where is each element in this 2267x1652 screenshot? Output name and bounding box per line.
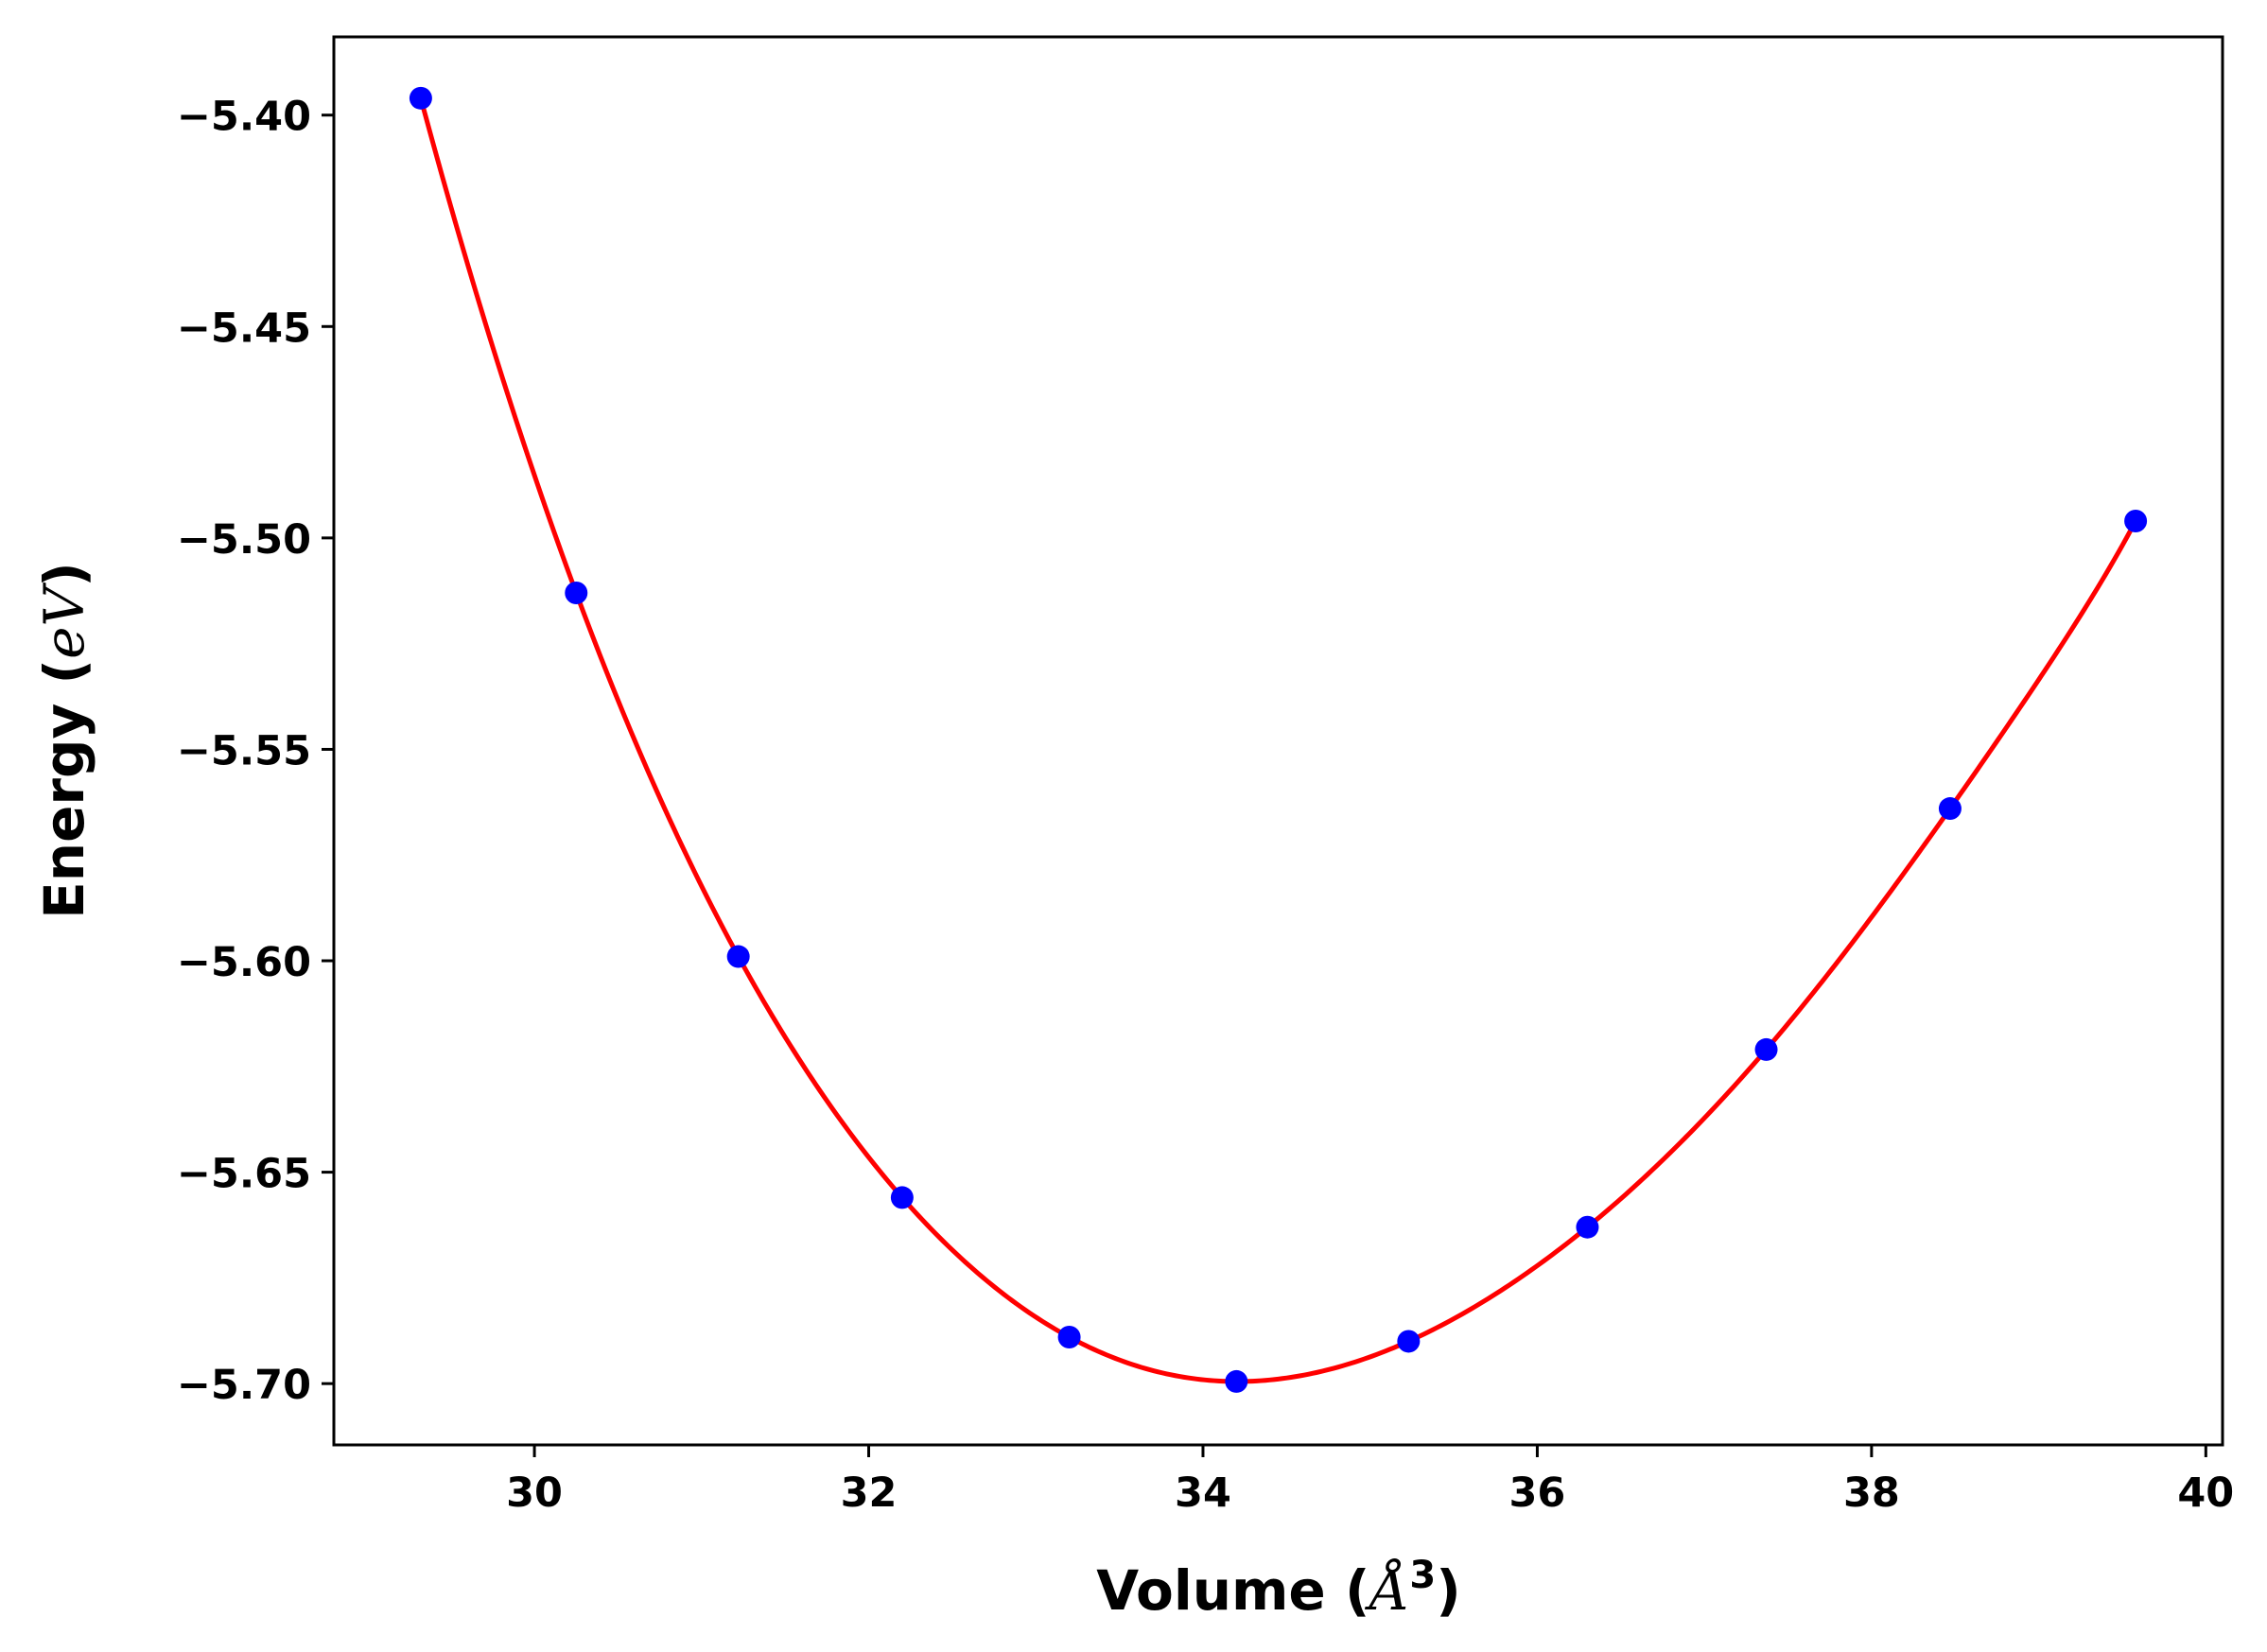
fit-curve-line (418, 97, 2138, 1384)
plot-frame (332, 35, 2224, 1447)
y-tick-label: −5.60 (177, 939, 311, 986)
x-tick-label: 34 (1175, 1469, 1231, 1517)
x-axis-title: Volume (Å3) (1096, 1554, 1460, 1623)
data-point (890, 1186, 914, 1209)
y-axis: −5.40 −5.45 −5.50 −5.55 −5.60 −5.65 −5.70 (177, 94, 334, 1409)
data-point (726, 945, 750, 968)
data-point (1397, 1330, 1421, 1353)
y-tick-label: −5.40 (177, 94, 311, 141)
x-tick-label: 38 (1843, 1469, 1900, 1517)
y-tick-label: −5.55 (177, 727, 311, 774)
data-point (1225, 1369, 1248, 1393)
data-point (409, 86, 432, 110)
data-point (1057, 1325, 1081, 1348)
data-point (565, 581, 588, 604)
y-tick-label: −5.70 (177, 1362, 311, 1409)
y-tick-label: −5.50 (177, 516, 311, 564)
x-tick-label: 30 (506, 1469, 563, 1517)
fit-curve-layer (418, 97, 2138, 1384)
x-tick-label: 40 (2177, 1469, 2234, 1517)
data-point (1754, 1037, 1778, 1061)
x-tick-label: 32 (841, 1469, 898, 1517)
x-tick-label: 36 (1509, 1469, 1566, 1517)
y-axis-title: Energy (eV) (32, 562, 96, 919)
data-point (1938, 797, 1962, 821)
y-tick-label: −5.65 (177, 1151, 311, 1198)
data-point (1576, 1215, 1599, 1239)
y-tick-label: −5.45 (177, 304, 311, 352)
x-axis: 30 32 34 36 38 40 (506, 1445, 2234, 1517)
data-point (2124, 509, 2148, 532)
data-points-layer (409, 86, 2148, 1393)
